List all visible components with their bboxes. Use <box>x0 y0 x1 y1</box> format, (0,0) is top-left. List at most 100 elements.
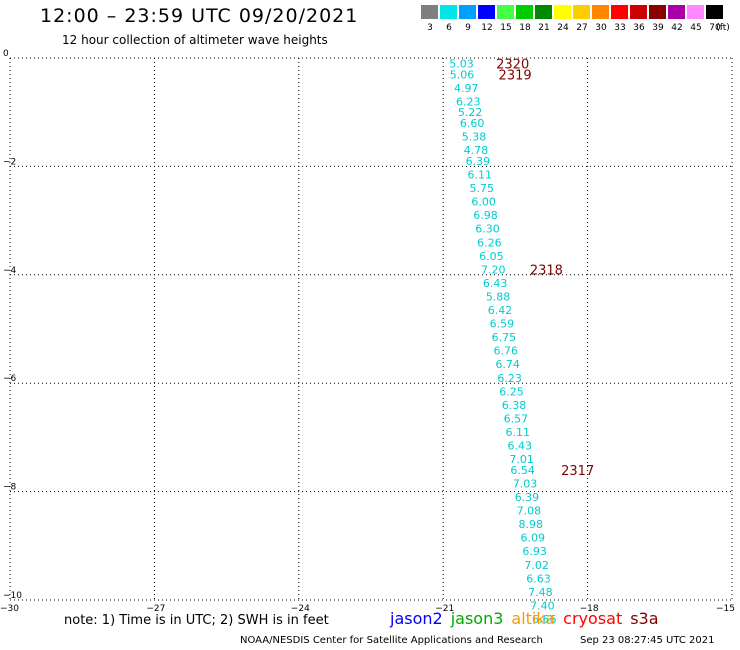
wave-height-label: 6.60 <box>460 117 485 130</box>
scale-label: 15 <box>500 23 512 33</box>
wave-height-label: 6.59 <box>490 318 515 331</box>
scale-swatch <box>611 5 628 19</box>
scale-label: 9 <box>465 23 471 33</box>
scale-swatch <box>459 5 476 19</box>
wave-height-label: 6.43 <box>483 277 508 290</box>
wave-height-label: 8.98 <box>519 518 544 531</box>
credit-line: NOAA/NESDIS Center for Satellite Applica… <box>240 635 543 646</box>
wave-height-label: 6.23 <box>456 95 481 108</box>
scale-swatch <box>478 5 495 19</box>
scale-label: 27 <box>576 23 588 33</box>
pass-time-label: 2317 <box>561 464 594 479</box>
scale-label: 18 <box>519 23 531 33</box>
legend-jason3: jason3 <box>450 609 504 628</box>
wave-height-label: 6.93 <box>522 545 547 558</box>
lat-tick-label: −10 <box>3 591 22 601</box>
wave-height-label: 6.57 <box>504 412 529 425</box>
wave-height-label: 6.30 <box>475 223 500 236</box>
wave-height-label: 7.01 <box>509 453 534 466</box>
wave-height-label: 6.54 <box>510 464 535 477</box>
lon-tick-label: −15 <box>716 604 735 614</box>
lat-tick-label: −6 <box>3 374 17 384</box>
wave-height-label: 5.38 <box>462 131 487 144</box>
scale-label: 6 <box>446 23 452 33</box>
wave-height-label: 6.66 <box>532 613 557 626</box>
legend-altika: altika <box>511 609 556 628</box>
lon-tick-label: −30 <box>0 604 19 614</box>
scale-label: 3 <box>427 23 433 33</box>
wave-height-label: 6.38 <box>502 399 527 412</box>
wave-height-label: 6.74 <box>495 358 520 371</box>
wave-height-label: 7.08 <box>517 505 542 518</box>
scale-swatch <box>554 5 571 19</box>
wave-height-label: 6.09 <box>520 532 545 545</box>
wave-height-label: 6.75 <box>492 331 517 344</box>
page-title: 12:00 – 23:59 UTC 09/20/2021 <box>40 5 359 27</box>
scale-swatch <box>421 5 438 19</box>
wave-height-label: 5.03 <box>449 57 474 70</box>
wave-height-label: 6.05 <box>479 250 504 263</box>
lat-tick-label: −2 <box>3 157 16 167</box>
legend-s3a: s3a <box>630 609 659 628</box>
wave-height-label: 6.00 <box>471 196 496 209</box>
wave-height-label: 6.39 <box>466 155 491 168</box>
satellite-legend: jason2 jason3 altika cryosat s3a <box>390 609 667 628</box>
lon-tick-label: −21 <box>435 604 454 614</box>
generated-timestamp: Sep 23 08:27:45 UTC 2021 <box>580 635 715 646</box>
scale-label: 12 <box>481 23 493 33</box>
scale-swatch <box>440 5 457 19</box>
lat-tick-label: 0 <box>3 49 9 59</box>
pass-time-label: 2318 <box>530 263 563 278</box>
wave-height-label: 5.22 <box>458 106 483 119</box>
scale-swatch <box>535 5 552 19</box>
wave-height-label: 6.23 <box>497 372 522 385</box>
wave-height-label: 6.25 <box>499 385 524 398</box>
wave-height-label: 6.42 <box>488 304 513 317</box>
scale-label: 24 <box>557 23 569 33</box>
wave-height-label: 4.78 <box>464 144 489 157</box>
wave-height-label: 5.88 <box>486 290 511 303</box>
wave-height-label: 7.03 <box>513 477 538 490</box>
scale-swatch <box>649 5 666 19</box>
wave-height-label: 7.48 <box>528 586 553 599</box>
scale-swatch <box>668 5 685 19</box>
scale-label: 70 <box>709 23 721 33</box>
wave-height-label: 6.63 <box>526 572 551 585</box>
scale-label: 45 <box>690 23 702 33</box>
wave-height-label: 6.11 <box>506 426 531 439</box>
scale-swatch <box>687 5 704 19</box>
scale-swatch <box>592 5 609 19</box>
wave-height-label: 6.76 <box>494 345 519 358</box>
scale-label: 42 <box>671 23 683 33</box>
wave-height-label: 4.97 <box>454 82 479 95</box>
wave-height-label: 6.39 <box>515 491 540 504</box>
pass-time-label: 2319 <box>499 68 532 83</box>
scale-label: 36 <box>633 23 645 33</box>
scale-label: 39 <box>652 23 664 33</box>
scale-unit: (ft) <box>716 23 730 33</box>
legend-cryosat: cryosat <box>563 609 623 628</box>
scale-swatch <box>573 5 590 19</box>
wave-height-label: 7.20 <box>481 263 506 276</box>
wave-height-label: 6.98 <box>473 209 498 222</box>
wave-height-label: 5.06 <box>450 68 475 81</box>
wave-height-label: 7.40 <box>530 599 555 612</box>
footnote: note: 1) Time is in UTC; 2) SWH is in fe… <box>64 613 329 628</box>
lat-tick-label: −4 <box>3 266 17 276</box>
scale-swatch <box>630 5 647 19</box>
lon-tick-label: −27 <box>146 604 165 614</box>
lon-tick-label: −24 <box>291 604 310 614</box>
wave-height-label: 5.75 <box>469 182 494 195</box>
scale-swatch <box>516 5 533 19</box>
wave-height-label: 6.11 <box>468 169 493 182</box>
wave-height-label: 6.43 <box>507 440 532 453</box>
wave-height-label: 7.02 <box>524 559 549 572</box>
scale-swatch <box>497 5 514 19</box>
scale-swatch <box>706 5 723 19</box>
lat-tick-label: −8 <box>3 483 17 493</box>
scale-label: 33 <box>614 23 626 33</box>
scale-label: 21 <box>538 23 550 33</box>
legend-jason2: jason2 <box>390 609 443 628</box>
pass-time-label: 2320 <box>496 57 529 72</box>
